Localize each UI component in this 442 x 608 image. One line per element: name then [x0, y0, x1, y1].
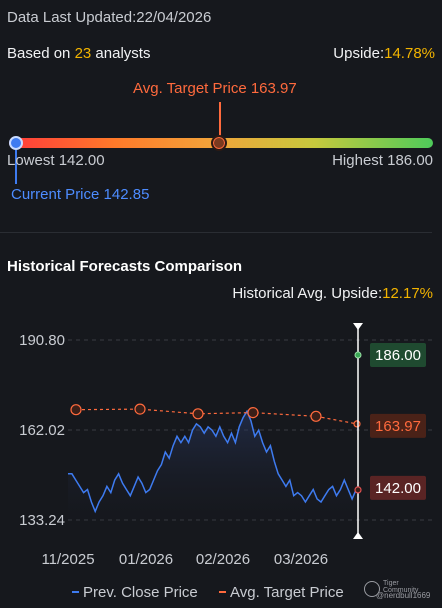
tiger-logo-icon	[364, 581, 380, 597]
low-target-badge-text: 142.00	[375, 480, 421, 497]
x-tick-label: 11/2025	[41, 551, 94, 568]
chart-legend[interactable]: Prev. Close Price Avg. Target Price	[72, 584, 344, 601]
analyst-prefix: Based on	[7, 45, 75, 62]
avg-target-marker	[211, 135, 227, 151]
avg-target-marker-line	[219, 102, 221, 144]
last-updated-label: Data Last Updated:	[7, 9, 137, 26]
low-target-point	[354, 486, 362, 494]
highest-label: Highest 186.00	[332, 152, 433, 169]
y-tick-label: 133.24	[19, 512, 65, 529]
avg-target-point	[353, 420, 361, 428]
last-updated: Data Last Updated:22/04/2026	[7, 9, 211, 26]
price-target-range: Avg. Target Price 163.97 Lowest 142.00 H…	[0, 78, 442, 208]
analyst-count-value: 23	[74, 45, 92, 62]
upside-value: 14.78%	[384, 45, 435, 62]
high-target-badge	[370, 343, 426, 367]
lowest-label: Lowest 142.00	[7, 152, 105, 169]
x-tick-label: 03/2026	[274, 551, 328, 568]
last-updated-date: 22/04/2026	[136, 9, 212, 26]
avg-target-point	[70, 404, 82, 416]
analyst-suffix: analysts	[91, 45, 151, 62]
avg-target-point	[134, 403, 146, 415]
x-tick-label: 02/2026	[196, 551, 250, 568]
historical-upside-label: Historical Avg. Upside:	[232, 285, 383, 302]
low-target-badge	[370, 475, 426, 500]
watermark-brand: Tiger Community	[383, 580, 419, 594]
high-target-point	[354, 351, 362, 359]
watermark-user: @nerdbull1669	[376, 591, 431, 600]
legend-prev-close[interactable]: Prev. Close Price	[83, 584, 198, 601]
avg-target-point	[247, 406, 259, 419]
section-divider	[0, 232, 432, 233]
historical-forecast-chart[interactable]: 190.80 162.02 133.24 11/2025 01/2026 02/2026 0…	[0, 318, 442, 608]
avg-target-point	[310, 410, 322, 422]
high-target-badge-text: 186.00	[375, 347, 421, 364]
current-price-marker	[9, 136, 23, 150]
avg-target-badge	[370, 413, 426, 438]
watermark: Tiger Community @nerdbull1669	[364, 578, 434, 602]
avg-target-label: Avg. Target Price 163.97	[133, 80, 297, 97]
legend-avg-target[interactable]: Avg. Target Price	[230, 584, 344, 601]
historical-upside-value: 12.17%	[382, 285, 433, 302]
crosshair-top-handle-icon	[353, 323, 363, 330]
y-tick-label: 162.02	[19, 422, 65, 439]
historical-chart-svg[interactable]: 190.80 162.02 133.24 11/2025 01/2026 02/2026 0…	[0, 318, 442, 608]
prev-close-line	[68, 409, 357, 514]
current-price-label: Current Price 142.85	[11, 186, 150, 203]
historical-title: Historical Forecasts Comparison	[7, 258, 243, 275]
y-tick-label: 190.80	[19, 332, 65, 349]
avg-target-line	[75, 408, 358, 425]
crosshair-bottom-handle-icon	[353, 532, 363, 539]
avg-target-badge-text: 163.97	[375, 418, 421, 435]
analyst-summary-row: Based on 23 analysts Upside:14.78%	[7, 45, 435, 62]
upside-label: Upside:	[333, 45, 385, 62]
analyst-count: Based on 23 analysts	[7, 45, 150, 62]
historical-upside: Historical Avg. Upside:12.17%	[232, 285, 433, 302]
current-price-marker-line	[15, 150, 17, 184]
avg-target-point	[192, 408, 204, 420]
upside: Upside:14.78%	[333, 45, 435, 62]
x-tick-label: 01/2026	[119, 551, 173, 568]
price-area	[68, 411, 356, 524]
